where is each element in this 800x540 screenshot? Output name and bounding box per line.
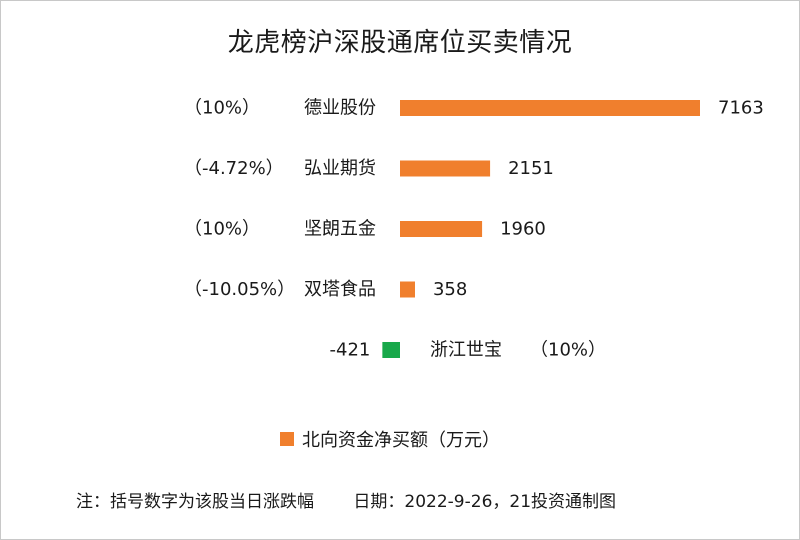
category-label: 弘业期货	[304, 158, 376, 179]
category-label: 双塔食品	[304, 279, 376, 300]
footnote-text: 注：括号数字为该股当日涨跌幅	[76, 492, 314, 512]
value-label: -421	[330, 340, 371, 361]
category-label: 德业股份	[304, 98, 376, 119]
footnote-date: 日期：2022-9-26，21投资通制图	[353, 492, 617, 512]
bar-浙江世宝	[382, 342, 400, 358]
pct-change-label: （10%）	[530, 340, 606, 361]
bar-双塔食品	[400, 281, 415, 298]
legend-swatch	[280, 432, 294, 446]
bar-德业股份	[400, 100, 700, 116]
value-label: 7163	[718, 98, 764, 119]
bar-坚朗五金	[400, 221, 483, 237]
value-label: 2151	[508, 158, 554, 179]
value-label: 1960	[500, 219, 546, 240]
chart-title: 龙虎榜沪深股通席位买卖情况	[227, 28, 573, 58]
pct-change-label: （-10.05%）	[184, 279, 295, 300]
bar-弘业期货	[400, 160, 491, 177]
pct-change-label: （10%）	[184, 98, 260, 119]
pct-change-label: （-4.72%）	[184, 158, 284, 179]
pct-change-label: （10%）	[184, 219, 260, 240]
category-label: 浙江世宝	[430, 340, 502, 361]
legend-label: 北向资金净买额（万元）	[302, 430, 500, 451]
value-label: 358	[433, 279, 467, 300]
category-label: 坚朗五金	[304, 219, 376, 240]
footnote: 注：括号数字为该股当日涨跌幅 日期：2022-9-26，21投资通制图	[76, 487, 616, 512]
legend: 北向资金净买额（万元）	[280, 426, 500, 452]
